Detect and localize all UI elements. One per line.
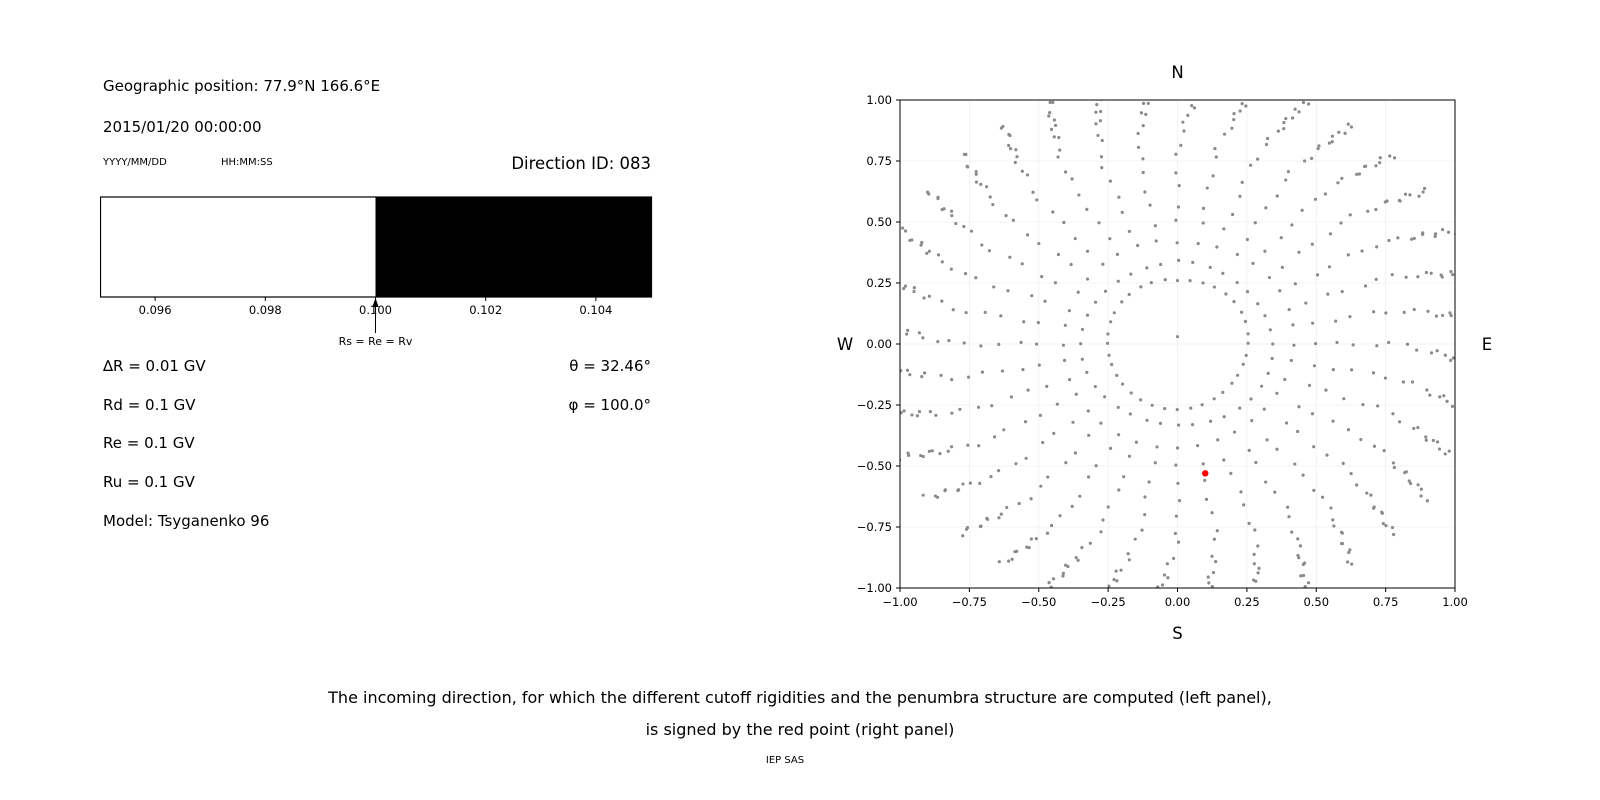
- svg-text:0.098: 0.098: [249, 303, 282, 317]
- scatter-axes: −1.00 −0.75 −0.50 −0.25 0.00 0.25 0.50 0.75 1.00…: [857, 93, 1468, 609]
- west-label: W: [837, 335, 853, 354]
- svg-text:0.25: 0.25: [866, 276, 892, 290]
- caption-line-2: is signed by the red point (right panel): [645, 720, 955, 739]
- datetime-label: 2015/01/20 00:00:00: [103, 118, 262, 136]
- selected-direction-red-point: [1202, 470, 1209, 477]
- direction-scatter-plot: −1.00 −0.75 −0.50 −0.25 0.00 0.25 0.50 0.75 1.00…: [837, 63, 1492, 643]
- scatter-gridlines: [899, 99, 1456, 589]
- svg-text:0.75: 0.75: [1373, 595, 1399, 609]
- svg-text:−1.00: −1.00: [882, 595, 917, 609]
- direction-id-label: Direction ID: 083: [511, 154, 651, 173]
- svg-text:0.102: 0.102: [469, 303, 502, 317]
- svg-text:0.25: 0.25: [1234, 595, 1260, 609]
- svg-text:1.00: 1.00: [866, 93, 892, 107]
- svg-text:0.50: 0.50: [1303, 595, 1329, 609]
- svg-text:−0.25: −0.25: [1091, 595, 1126, 609]
- svg-text:0.096: 0.096: [139, 303, 172, 317]
- ru-value: Ru = 0.1 GV: [103, 473, 195, 491]
- re-value: Re = 0.1 GV: [103, 434, 195, 452]
- geographic-position-label: Geographic position: 77.9°N 166.6°E: [103, 77, 381, 95]
- caption-line-1: The incoming direction, for which the di…: [328, 688, 1272, 707]
- north-label: N: [1171, 63, 1183, 82]
- svg-text:−1.00: −1.00: [857, 581, 892, 595]
- svg-text:−0.50: −0.50: [1021, 595, 1056, 609]
- model-label: Model: Tsyganenko 96: [103, 512, 270, 530]
- phi-value: φ = 100.0°: [568, 396, 651, 414]
- credit-label: IEP SAS: [765, 755, 805, 766]
- svg-text:1.00: 1.00: [1442, 595, 1468, 609]
- svg-text:0.00: 0.00: [1165, 595, 1191, 609]
- svg-text:−0.25: −0.25: [857, 398, 892, 412]
- east-label: E: [1482, 335, 1492, 354]
- rd-value: Rd = 0.1 GV: [103, 396, 196, 414]
- time-format-hint: HH:MM:SS: [221, 157, 273, 168]
- svg-text:0.00: 0.00: [866, 337, 892, 351]
- svg-text:0.50: 0.50: [866, 215, 892, 229]
- svg-text:0.75: 0.75: [866, 154, 892, 168]
- svg-text:0.104: 0.104: [579, 303, 612, 317]
- svg-text:−0.75: −0.75: [857, 520, 892, 534]
- svg-text:−0.50: −0.50: [857, 459, 892, 473]
- svg-text:−0.75: −0.75: [952, 595, 987, 609]
- svg-text:Rs = Re = Rv: Rs = Re = Rv: [339, 335, 413, 348]
- direction-dots: [900, 100, 1455, 588]
- theta-value: θ = 32.46°: [569, 357, 651, 375]
- date-format-hint: YYYY/MM/DD: [103, 157, 167, 168]
- delta-r-value: ∆R = 0.01 GV: [103, 357, 206, 375]
- south-label: S: [1172, 624, 1182, 643]
